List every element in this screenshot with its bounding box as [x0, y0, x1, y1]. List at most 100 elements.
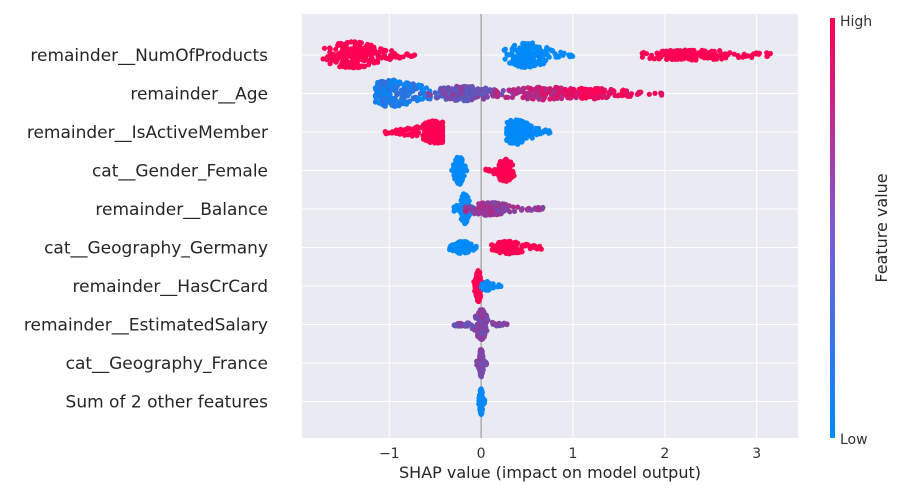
x-tick-label: 0	[477, 446, 486, 462]
shap-point	[400, 90, 406, 97]
shap-point	[529, 40, 536, 46]
shap-point	[503, 158, 509, 164]
shap-point	[719, 56, 725, 62]
shap-point	[396, 79, 402, 85]
shap-point	[339, 60, 345, 66]
shap-point	[593, 86, 599, 92]
shap-point	[582, 86, 589, 92]
shap-point	[461, 191, 467, 197]
shap-point	[477, 274, 483, 280]
shap-point	[390, 96, 396, 102]
shap-point	[405, 52, 411, 58]
shap-point	[423, 85, 429, 91]
shap-point	[463, 209, 469, 215]
shap-point	[536, 58, 542, 64]
shap-point	[375, 79, 381, 86]
shap-point	[324, 57, 330, 63]
x-axis-label: SHAP value (impact on model output)	[399, 463, 701, 482]
shap-point	[674, 55, 680, 61]
shap-point	[355, 62, 361, 68]
shap-point	[465, 248, 471, 254]
shap-point	[372, 86, 379, 92]
shap-point	[477, 409, 484, 415]
shap-point	[376, 100, 382, 106]
shap-point	[402, 127, 408, 133]
shap-point	[386, 96, 392, 102]
shap-point	[418, 125, 424, 131]
shap-point	[458, 176, 464, 182]
shap-point	[683, 54, 690, 60]
shap-point	[503, 94, 509, 100]
shap-point	[352, 48, 359, 54]
shap-point	[510, 204, 516, 210]
shap-point	[477, 293, 483, 299]
shap-point	[368, 56, 374, 62]
shap-point	[359, 63, 365, 69]
shap-point	[693, 51, 699, 57]
colorbar-low-label: Low	[840, 432, 868, 448]
shap-point	[477, 354, 483, 360]
shap-point	[491, 321, 497, 327]
feature-label: Sum of 2 other features	[66, 393, 269, 413]
shap-point	[588, 87, 594, 93]
shap-point	[409, 128, 415, 134]
shap-point	[405, 93, 411, 99]
shap-point	[461, 214, 467, 220]
plot-background	[302, 14, 798, 438]
shap-point	[565, 89, 571, 95]
shap-point	[546, 88, 552, 94]
shap-point	[478, 91, 484, 97]
shap-point	[519, 206, 525, 212]
shap-point	[469, 83, 475, 90]
shap-point	[383, 130, 389, 136]
shap-point	[509, 50, 515, 56]
shap-point	[531, 243, 537, 249]
shap-point	[492, 247, 498, 253]
shap-point	[565, 95, 571, 101]
shap-point	[331, 52, 337, 58]
shap-point	[532, 45, 539, 51]
shap-point	[334, 56, 341, 63]
shap-point	[472, 327, 478, 333]
shap-point	[459, 245, 465, 251]
shap-point	[522, 64, 528, 70]
shap-point	[350, 56, 356, 63]
shap-point	[350, 62, 356, 69]
shap-point	[427, 92, 433, 98]
shap-point	[478, 361, 484, 367]
shap-point	[504, 136, 510, 143]
shap-point	[320, 56, 326, 62]
shap-point	[477, 201, 483, 207]
shap-point	[462, 204, 469, 210]
shap-point	[646, 91, 652, 97]
shap-point	[520, 242, 526, 248]
shap-point	[528, 207, 535, 213]
shap-point	[689, 57, 695, 63]
shap-point	[465, 97, 471, 104]
shap-point	[368, 42, 374, 48]
shap-point	[539, 50, 546, 56]
shap-point	[495, 93, 501, 100]
feature-labels: remainder__NumOfProducts remainder__Agere…	[24, 46, 268, 413]
shap-point	[457, 250, 463, 256]
shap-point	[503, 250, 509, 256]
shap-point	[451, 322, 458, 328]
shap-point	[542, 128, 549, 134]
shap-point	[519, 138, 525, 144]
x-tick-label: 1	[569, 446, 578, 462]
shap-point	[567, 54, 573, 60]
shap-point	[534, 246, 540, 252]
feature-label: cat__Geography_France	[66, 354, 268, 374]
shap-point	[512, 242, 519, 248]
scatter-points	[320, 39, 774, 417]
shap-point	[434, 119, 440, 126]
x-tick-label: 3	[752, 446, 761, 462]
shap-point	[450, 242, 456, 248]
shap-point	[389, 130, 395, 136]
shap-point	[664, 56, 670, 62]
shap-point	[500, 88, 506, 94]
shap-point	[524, 44, 530, 50]
shap-point	[511, 91, 517, 97]
shap-point	[556, 54, 562, 60]
shap-point	[508, 175, 515, 181]
